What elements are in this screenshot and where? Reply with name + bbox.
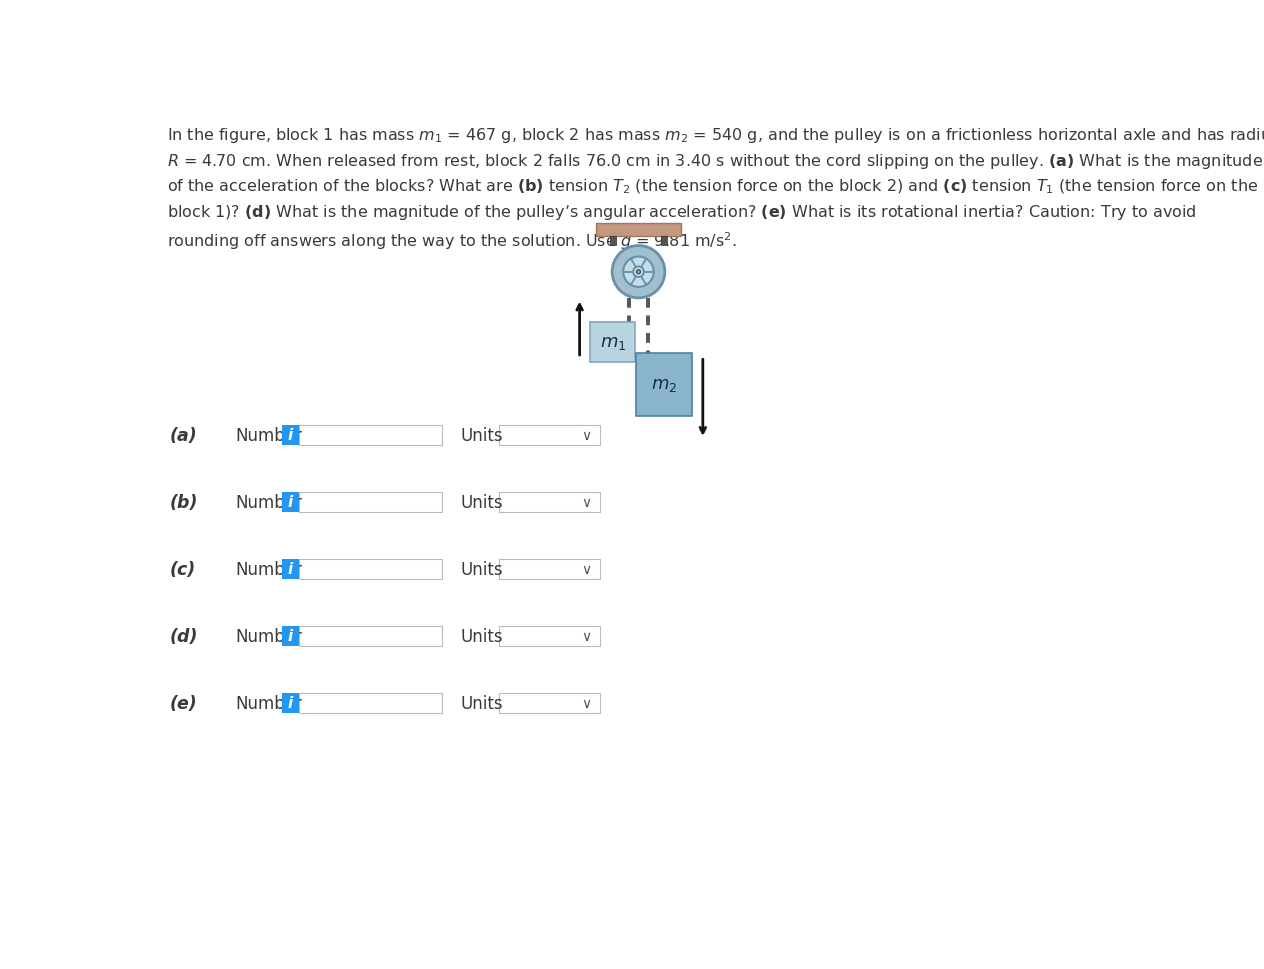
Text: Number: Number	[235, 560, 302, 578]
Text: ∨: ∨	[580, 696, 590, 710]
Bar	[499, 425, 599, 446]
Text: (a): (a)	[169, 426, 197, 445]
Text: i: i	[288, 428, 293, 443]
Text: (d): (d)	[169, 627, 198, 645]
Bar	[499, 693, 599, 713]
Text: ∨: ∨	[580, 562, 590, 577]
Text: ∨: ∨	[580, 629, 590, 643]
Bar	[300, 559, 442, 579]
Text: Number: Number	[235, 694, 302, 712]
Circle shape	[612, 246, 665, 298]
Text: Units: Units	[460, 560, 503, 578]
Bar	[300, 626, 442, 646]
Text: (e): (e)	[169, 694, 197, 712]
Bar	[636, 353, 691, 417]
Text: ∨: ∨	[580, 428, 590, 443]
Text: (b): (b)	[169, 493, 198, 512]
Bar	[282, 693, 300, 713]
Text: Number: Number	[235, 493, 302, 512]
Text: $m_2$: $m_2$	[651, 376, 678, 393]
Bar	[661, 236, 667, 245]
Text: ∨: ∨	[580, 495, 590, 510]
Circle shape	[636, 270, 641, 274]
Text: $m_1$: $m_1$	[599, 333, 626, 352]
Text: Units: Units	[460, 627, 503, 645]
Bar	[300, 693, 442, 713]
Bar	[282, 425, 300, 446]
Text: Units: Units	[460, 493, 503, 512]
Text: Units: Units	[460, 426, 503, 445]
Bar	[282, 559, 300, 579]
Bar	[609, 236, 616, 245]
Text: i: i	[288, 562, 293, 577]
Text: i: i	[288, 629, 293, 643]
Text: Number: Number	[235, 426, 302, 445]
Text: Number: Number	[235, 627, 302, 645]
Bar	[590, 323, 636, 362]
Bar	[300, 492, 442, 513]
Bar	[595, 224, 681, 236]
Bar	[499, 626, 599, 646]
Text: i: i	[288, 696, 293, 710]
Bar	[499, 492, 599, 513]
Text: (c): (c)	[169, 560, 196, 578]
Text: i: i	[288, 495, 293, 510]
Text: In the figure, block 1 has mass $m_1$ = 467 g, block 2 has mass $m_2$ = 540 g, a: In the figure, block 1 has mass $m_1$ = …	[167, 126, 1264, 252]
Text: Units: Units	[460, 694, 503, 712]
Bar	[282, 626, 300, 646]
Circle shape	[623, 257, 653, 288]
Bar	[282, 492, 300, 513]
Circle shape	[633, 267, 643, 278]
Bar	[499, 559, 599, 579]
Bar	[300, 425, 442, 446]
